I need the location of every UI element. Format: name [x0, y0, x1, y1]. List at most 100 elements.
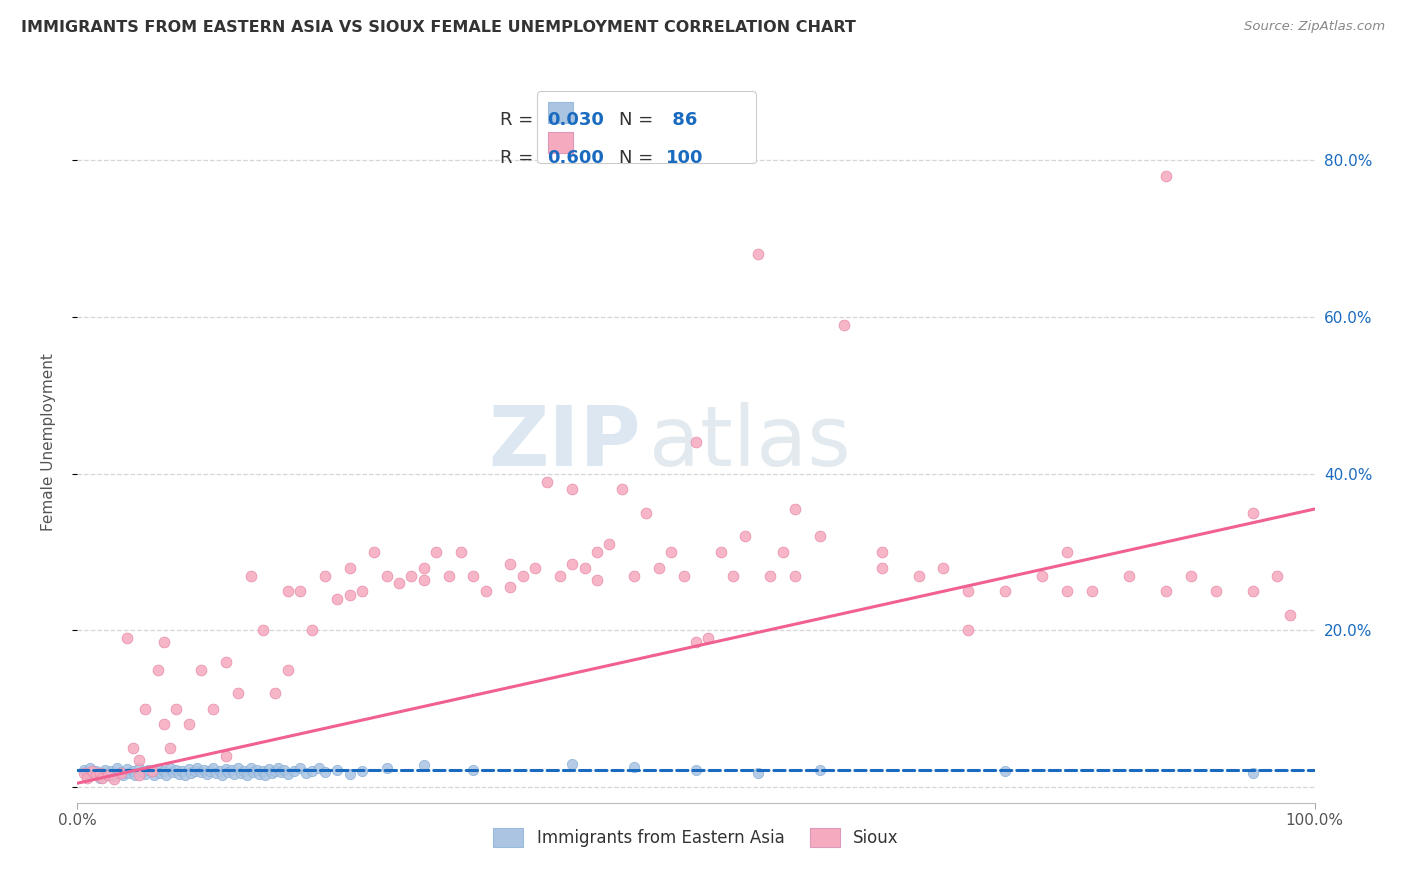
- Point: [146, 762, 169, 776]
- Y-axis label: Female Unemployment: Female Unemployment: [42, 353, 56, 532]
- Point: [233, 764, 256, 778]
- Point: [747, 247, 769, 261]
- Point: [277, 584, 299, 599]
- Point: [759, 568, 782, 582]
- Point: [747, 766, 769, 780]
- Point: [242, 765, 264, 780]
- Point: [1241, 766, 1264, 780]
- Point: [153, 717, 176, 731]
- Point: [177, 717, 200, 731]
- Point: [112, 768, 135, 782]
- Point: [648, 561, 671, 575]
- Point: [610, 483, 633, 497]
- Point: [202, 761, 225, 775]
- Point: [685, 635, 707, 649]
- Point: [283, 764, 305, 779]
- Point: [561, 756, 583, 771]
- Point: [1205, 584, 1227, 599]
- Point: [375, 761, 398, 775]
- Text: Source: ZipAtlas.com: Source: ZipAtlas.com: [1244, 20, 1385, 33]
- Point: [425, 545, 447, 559]
- Point: [834, 318, 856, 332]
- Point: [79, 760, 101, 774]
- Point: [264, 764, 287, 778]
- Point: [136, 763, 159, 777]
- Point: [870, 545, 893, 559]
- Point: [76, 771, 98, 785]
- Point: [1278, 607, 1301, 622]
- Point: [131, 765, 153, 780]
- Point: [301, 764, 323, 778]
- Point: [326, 592, 349, 607]
- Point: [636, 506, 658, 520]
- Point: [100, 764, 122, 779]
- Point: [118, 766, 141, 780]
- Point: [167, 767, 190, 781]
- Point: [270, 765, 292, 780]
- Point: [659, 545, 682, 559]
- Point: [177, 762, 200, 776]
- Point: [149, 766, 172, 780]
- Point: [190, 663, 212, 677]
- Point: [257, 762, 280, 776]
- Text: 0.030: 0.030: [547, 112, 605, 129]
- Text: N =: N =: [619, 149, 659, 167]
- Point: [110, 765, 132, 780]
- Point: [808, 763, 831, 777]
- Text: R =: R =: [501, 112, 540, 129]
- Point: [226, 760, 249, 774]
- Point: [72, 766, 94, 780]
- Point: [224, 767, 246, 781]
- Point: [350, 584, 373, 599]
- Point: [122, 764, 145, 778]
- Point: [239, 761, 262, 775]
- Point: [1241, 584, 1264, 599]
- Point: [84, 764, 107, 779]
- Point: [155, 767, 177, 781]
- Point: [264, 686, 287, 700]
- Point: [499, 580, 522, 594]
- Point: [115, 632, 138, 646]
- Point: [84, 768, 107, 782]
- Point: [89, 771, 111, 785]
- Point: [97, 767, 120, 781]
- Point: [623, 568, 645, 582]
- Point: [202, 702, 225, 716]
- Point: [772, 545, 794, 559]
- Point: [1154, 584, 1177, 599]
- Point: [277, 663, 299, 677]
- Point: [217, 765, 239, 780]
- Text: N =: N =: [619, 112, 659, 129]
- Point: [1031, 568, 1053, 582]
- Point: [260, 766, 283, 780]
- Point: [412, 758, 434, 772]
- Point: [870, 561, 893, 575]
- Point: [208, 764, 231, 778]
- Point: [672, 568, 695, 582]
- Text: 86: 86: [666, 112, 697, 129]
- Point: [957, 584, 980, 599]
- Point: [734, 529, 756, 543]
- Point: [103, 769, 125, 783]
- Point: [128, 768, 150, 782]
- Point: [783, 568, 806, 582]
- Point: [236, 767, 259, 781]
- Point: [198, 764, 221, 779]
- Point: [174, 768, 197, 782]
- Point: [536, 475, 558, 489]
- Point: [586, 573, 609, 587]
- Point: [463, 763, 485, 777]
- Point: [721, 568, 744, 582]
- Point: [1056, 584, 1078, 599]
- Point: [190, 765, 212, 780]
- Point: [685, 763, 707, 777]
- Text: 0.600: 0.600: [547, 149, 605, 167]
- Point: [91, 771, 114, 785]
- Point: [215, 762, 238, 776]
- Point: [339, 767, 361, 781]
- Point: [252, 764, 274, 779]
- Point: [375, 568, 398, 582]
- Point: [93, 763, 115, 777]
- Point: [499, 557, 522, 571]
- Point: [246, 763, 269, 777]
